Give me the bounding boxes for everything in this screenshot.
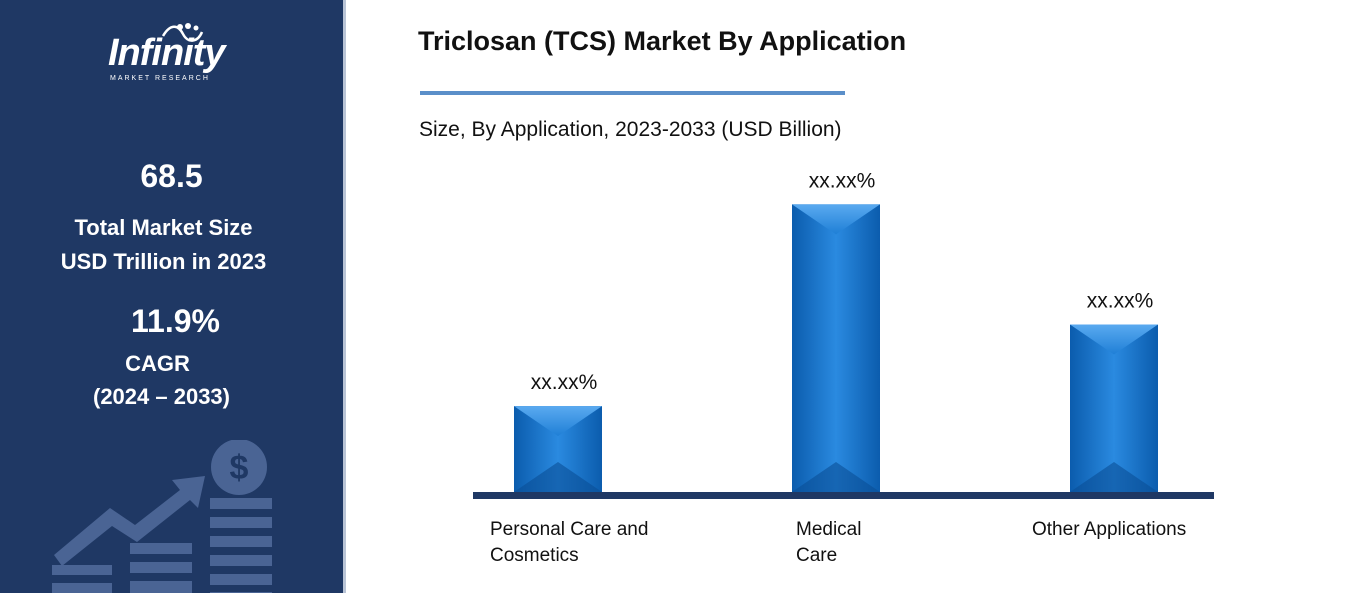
data-label-2: xx.xx% [1087,290,1154,313]
data-label-1: xx.xx% [809,169,876,192]
category-label-1-line-1: Care [796,545,837,566]
infinity-logo: Infinity MARKET RESEARCH [100,22,250,86]
bar-bevel-bottom [792,462,880,492]
cagr-period: (2024 – 2033) [93,384,230,409]
category-label-0-line-0: Personal Care and [490,519,648,540]
market-size-label-line1: Total Market Size [74,215,253,240]
chart-title: Triclosan (TCS) Market By Application [418,26,907,56]
sidebar-divider [343,0,346,593]
market-size-value: 68.5 [140,158,203,194]
chart-subtitle: Size, By Application, 2023-2033 (USD Bil… [419,118,842,141]
title-underline [420,91,845,95]
bar-bevel-top [792,204,880,235]
bar-body [792,204,880,492]
category-label-1-line-0: Medical [796,519,861,540]
bar-bevel-top [514,406,602,437]
bar-0 [514,406,602,492]
bar-bevel-bottom [514,462,602,492]
data-label-0: xx.xx% [531,371,598,394]
cagr-value: 11.9% [131,303,220,339]
growth-chart-decoration-icon: $ [52,440,272,593]
logo-swirl-icon [161,23,204,42]
bar-bevel-top [1070,324,1158,355]
sidebar-panel: Infinity MARKET RESEARCH 68.5 Total Mark… [0,0,343,593]
category-label-2-line-0: Other Applications [1032,519,1186,540]
bar-bevel-bottom [1070,462,1158,492]
logo-subtitle: MARKET RESEARCH [110,75,210,82]
category-label-0-line-1: Cosmetics [490,545,579,566]
bar-2 [1070,324,1158,492]
market-size-label-line2: USD Trillion in 2023 [60,249,267,274]
dollar-sign: $ [230,449,249,487]
x-axis-line [473,492,1214,499]
cagr-label: CAGR [125,351,190,376]
logo-wordmark: Infinity [108,32,226,74]
bar-1 [792,204,880,492]
